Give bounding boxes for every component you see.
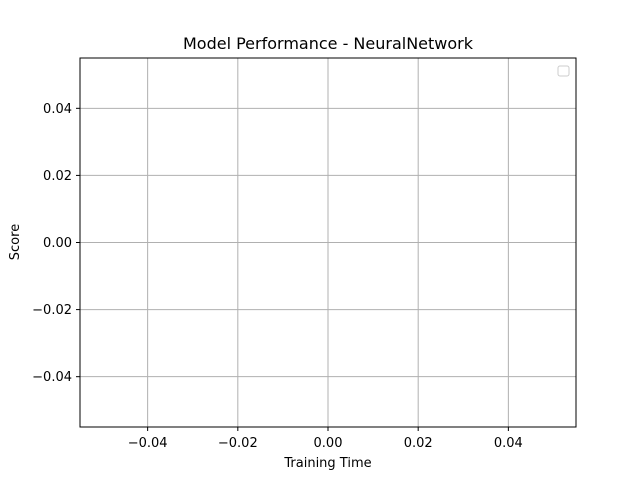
- x-tick-labels: −0.04 −0.02 0.00 0.02 0.04: [128, 436, 523, 451]
- y-tick-label: −0.04: [32, 370, 72, 385]
- y-tick-label: 0.00: [43, 236, 72, 251]
- x-tick-label: 0.04: [494, 436, 523, 451]
- y-tick-label: 0.02: [43, 169, 72, 184]
- grid: [80, 58, 576, 427]
- x-tick-label: 0.00: [314, 436, 343, 451]
- y-axis-label: Score: [8, 224, 23, 260]
- y-tick-label: −0.02: [32, 303, 72, 318]
- tick-marks: [76, 107, 509, 431]
- legend-box: [557, 65, 570, 77]
- x-tick-label: −0.04: [128, 436, 168, 451]
- y-tick-labels: −0.04 −0.02 0.00 0.02 0.04: [32, 102, 72, 385]
- x-tick-label: −0.02: [218, 436, 258, 451]
- y-tick-label: 0.04: [43, 102, 72, 117]
- x-axis-label: Training Time: [283, 456, 371, 471]
- chart-title: Model Performance - NeuralNetwork: [183, 34, 474, 53]
- x-tick-label: 0.02: [404, 436, 433, 451]
